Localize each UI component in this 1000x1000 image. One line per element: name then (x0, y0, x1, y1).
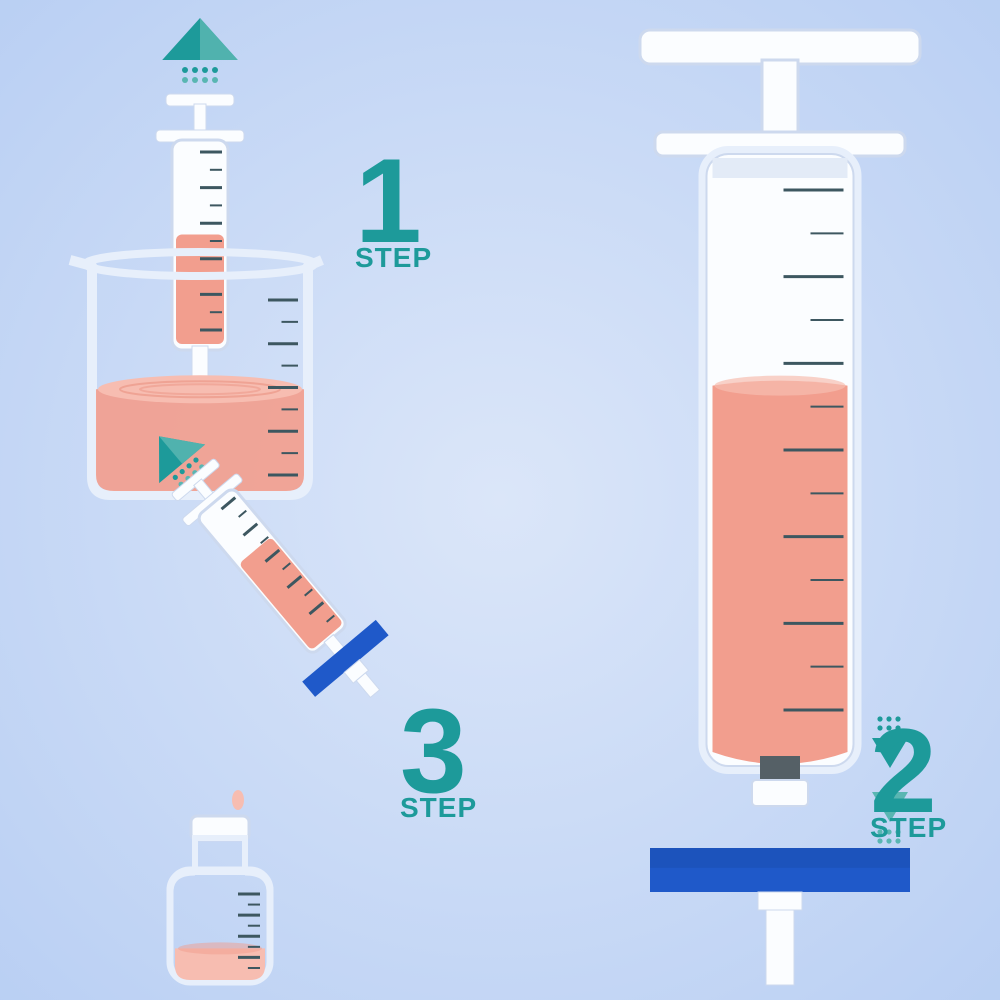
step-2-label: 2 STEP (870, 720, 947, 840)
step-1-label: 1 STEP (355, 150, 432, 270)
step-3-word: STEP (400, 796, 477, 820)
step-2-word: STEP (870, 816, 947, 840)
step-1-number: 1 (355, 150, 432, 252)
step-2-number: 2 (870, 720, 947, 822)
step-3-number: 3 (400, 700, 477, 802)
step-3-label: 3 STEP (400, 700, 477, 820)
step-1-word: STEP (355, 246, 432, 270)
infographic-scene (0, 0, 1000, 1000)
